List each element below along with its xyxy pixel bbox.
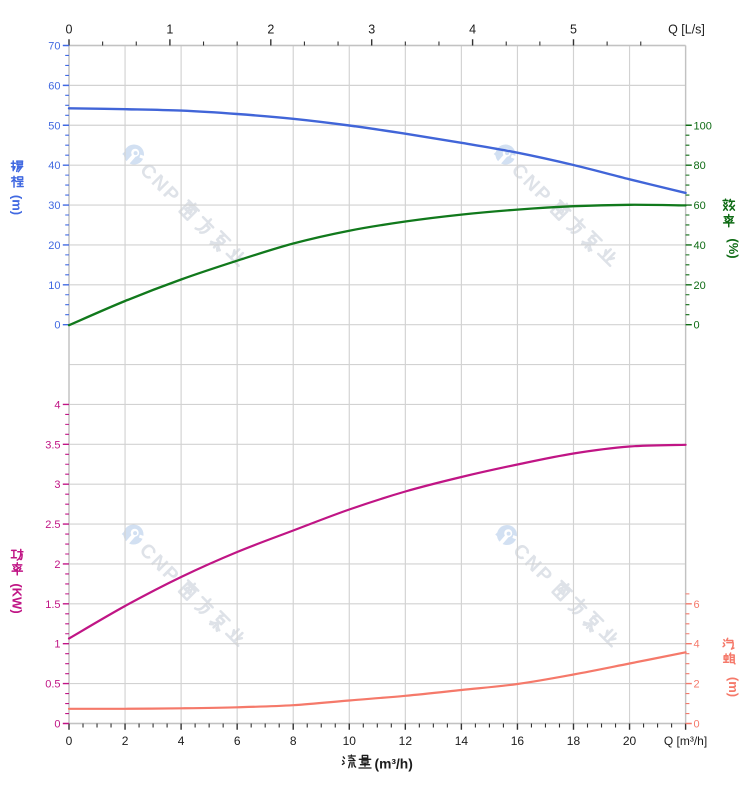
svg-text:1.5: 1.5 (45, 599, 60, 611)
svg-text:3: 3 (54, 479, 60, 491)
svg-text:1: 1 (166, 23, 173, 37)
svg-text:0: 0 (694, 320, 700, 332)
svg-text:10: 10 (48, 280, 60, 292)
svg-text:70: 70 (48, 41, 60, 53)
svg-text:2: 2 (694, 679, 700, 691)
svg-text:14: 14 (455, 734, 469, 748)
svg-text:0.5: 0.5 (45, 679, 60, 691)
svg-text:40: 40 (48, 160, 60, 172)
svg-text:30: 30 (48, 200, 60, 212)
svg-text:50: 50 (48, 120, 60, 132)
svg-text:5: 5 (570, 23, 577, 37)
svg-text:80: 80 (694, 160, 706, 172)
svg-text:0: 0 (66, 734, 73, 748)
svg-text:18: 18 (567, 734, 581, 748)
svg-text:4: 4 (469, 23, 476, 37)
svg-text:0: 0 (694, 718, 700, 730)
svg-text:3: 3 (368, 23, 375, 37)
svg-text:40: 40 (694, 240, 706, 252)
svg-text:10: 10 (343, 734, 357, 748)
svg-text:0: 0 (54, 718, 60, 730)
svg-text:20: 20 (694, 280, 706, 292)
svg-text:(m): (m) (726, 677, 741, 697)
svg-text:4: 4 (54, 399, 60, 411)
svg-text:(%): (%) (726, 238, 741, 258)
svg-text:Q [L/s]: Q [L/s] (668, 23, 705, 37)
svg-text:(KW): (KW) (10, 583, 25, 613)
svg-text:(m³/h): (m³/h) (375, 757, 413, 772)
svg-text:2: 2 (54, 559, 60, 571)
svg-text:12: 12 (399, 734, 413, 748)
svg-text:60: 60 (694, 200, 706, 212)
svg-text:4: 4 (694, 639, 700, 651)
svg-text:Q [m³/h]: Q [m³/h] (664, 734, 707, 748)
svg-text:2: 2 (267, 23, 274, 37)
svg-text:1: 1 (54, 639, 60, 651)
svg-text:20: 20 (48, 240, 60, 252)
svg-text:6: 6 (694, 599, 700, 611)
svg-text:20: 20 (623, 734, 637, 748)
svg-text:(m): (m) (10, 195, 25, 215)
svg-text:60: 60 (48, 80, 60, 92)
svg-text:4: 4 (178, 734, 185, 748)
svg-text:0: 0 (54, 320, 60, 332)
svg-text:0: 0 (66, 23, 73, 37)
svg-text:8: 8 (290, 734, 297, 748)
svg-text:2.5: 2.5 (45, 519, 60, 531)
svg-text:6: 6 (234, 734, 241, 748)
svg-text:16: 16 (511, 734, 525, 748)
svg-text:2: 2 (122, 734, 129, 748)
svg-text:3.5: 3.5 (45, 439, 60, 451)
svg-text:100: 100 (694, 120, 712, 132)
